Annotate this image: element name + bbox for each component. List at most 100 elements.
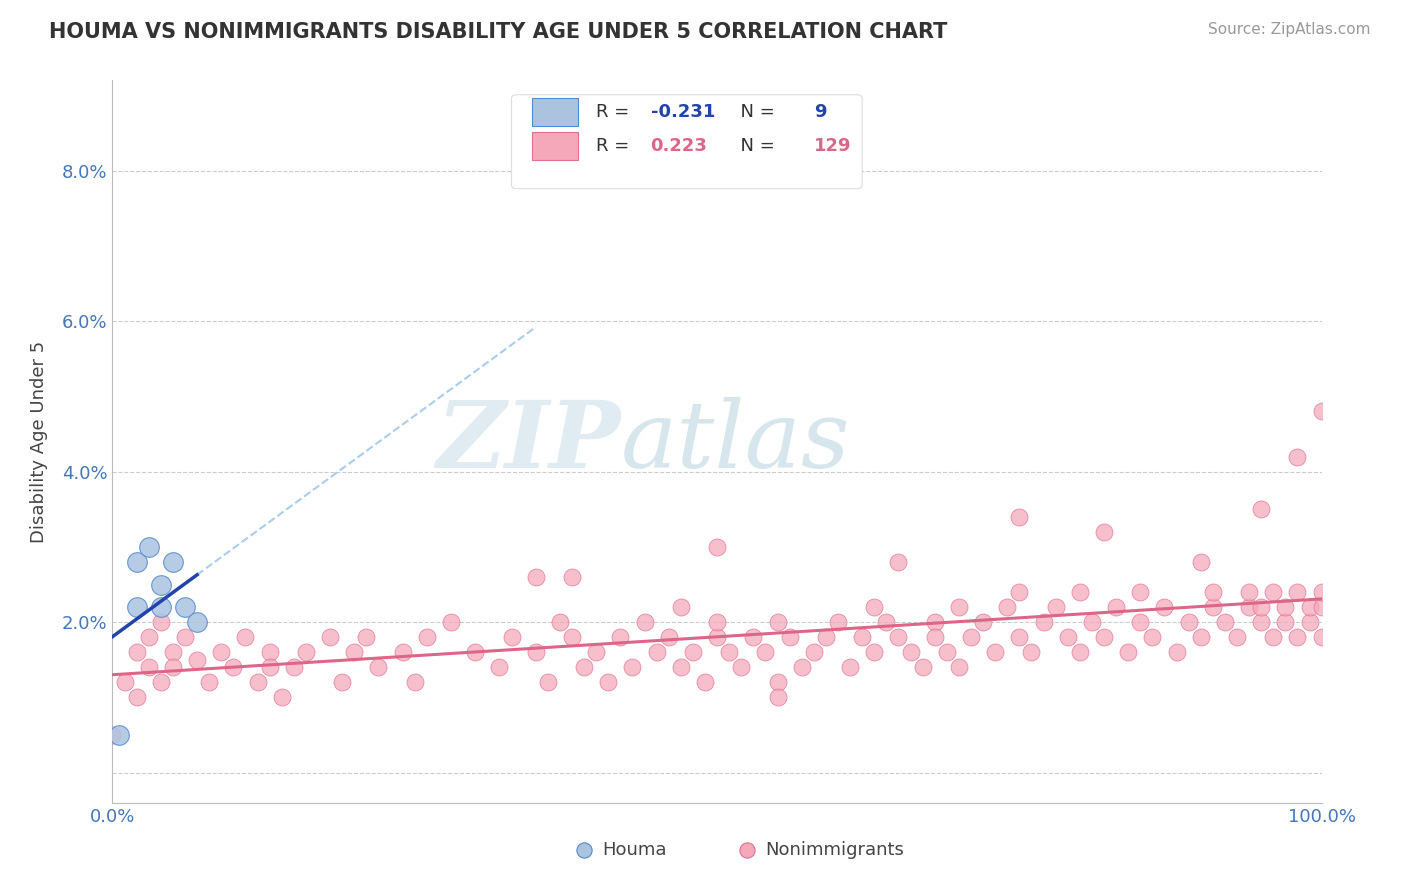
Point — [669, 660, 692, 674]
Point — [295, 645, 318, 659]
Point — [561, 570, 583, 584]
Point — [222, 660, 245, 674]
Text: 9: 9 — [814, 103, 827, 121]
FancyBboxPatch shape — [531, 98, 578, 126]
Text: N =: N = — [730, 103, 780, 121]
Point — [259, 645, 281, 659]
Point — [1021, 645, 1043, 659]
Point — [1310, 600, 1333, 615]
Point — [149, 615, 172, 630]
Point — [125, 645, 148, 659]
Point — [1202, 585, 1225, 599]
Y-axis label: Disability Age Under 5: Disability Age Under 5 — [30, 341, 48, 542]
Point — [125, 600, 148, 615]
Point — [101, 728, 124, 742]
Point — [162, 645, 184, 659]
Point — [1069, 645, 1091, 659]
Point — [1092, 630, 1115, 644]
Text: N =: N = — [730, 137, 780, 155]
Point — [162, 555, 184, 569]
Point — [1202, 600, 1225, 615]
Point — [319, 630, 342, 644]
Point — [198, 675, 221, 690]
Point — [598, 675, 620, 690]
Point — [658, 630, 681, 644]
Point — [1263, 585, 1285, 599]
Point — [948, 600, 970, 615]
FancyBboxPatch shape — [512, 95, 862, 189]
Point — [1069, 585, 1091, 599]
Point — [283, 660, 305, 674]
Point — [186, 615, 208, 630]
Text: ZIP: ZIP — [436, 397, 620, 486]
Point — [1056, 630, 1078, 644]
Point — [924, 615, 946, 630]
Point — [416, 630, 439, 644]
Point — [1116, 645, 1139, 659]
Point — [1008, 585, 1031, 599]
Point — [1092, 524, 1115, 539]
Point — [633, 615, 655, 630]
Point — [488, 660, 510, 674]
Point — [935, 645, 957, 659]
Point — [814, 630, 837, 644]
Point — [537, 675, 560, 690]
Point — [440, 615, 463, 630]
Point — [1226, 630, 1249, 644]
Point — [138, 660, 160, 674]
Point — [1129, 615, 1152, 630]
Text: R =: R = — [596, 137, 636, 155]
Point — [984, 645, 1007, 659]
FancyBboxPatch shape — [531, 132, 578, 160]
Point — [839, 660, 862, 674]
Point — [682, 645, 704, 659]
Point — [790, 660, 813, 674]
Point — [766, 675, 789, 690]
Point — [186, 653, 208, 667]
Point — [1250, 502, 1272, 516]
Point — [706, 615, 728, 630]
Point — [754, 645, 776, 659]
Text: atlas: atlas — [620, 397, 849, 486]
Text: Nonimmigrants: Nonimmigrants — [765, 841, 904, 859]
Point — [621, 660, 644, 674]
Point — [1237, 600, 1260, 615]
Point — [1310, 585, 1333, 599]
Point — [766, 615, 789, 630]
Point — [645, 645, 668, 659]
Point — [1032, 615, 1054, 630]
Point — [125, 555, 148, 569]
Point — [863, 645, 886, 659]
Point — [766, 690, 789, 705]
Point — [1286, 450, 1309, 464]
Point — [1250, 600, 1272, 615]
Point — [706, 540, 728, 554]
Point — [875, 615, 897, 630]
Point — [1045, 600, 1067, 615]
Point — [887, 555, 910, 569]
Point — [1189, 630, 1212, 644]
Point — [524, 645, 547, 659]
Point — [1008, 509, 1031, 524]
Point — [730, 660, 752, 674]
Point — [718, 645, 741, 659]
Point — [1237, 585, 1260, 599]
Point — [851, 630, 873, 644]
Point — [149, 600, 172, 615]
Point — [356, 630, 378, 644]
Point — [669, 600, 692, 615]
Point — [900, 645, 922, 659]
Point — [138, 540, 160, 554]
Point — [1274, 600, 1296, 615]
Point — [464, 645, 486, 659]
Point — [1286, 630, 1309, 644]
Point — [693, 675, 716, 690]
Point — [706, 630, 728, 644]
Point — [1274, 615, 1296, 630]
Point — [1310, 630, 1333, 644]
Point — [1153, 600, 1175, 615]
Point — [1250, 615, 1272, 630]
Point — [391, 645, 413, 659]
Point — [887, 630, 910, 644]
Point — [524, 570, 547, 584]
